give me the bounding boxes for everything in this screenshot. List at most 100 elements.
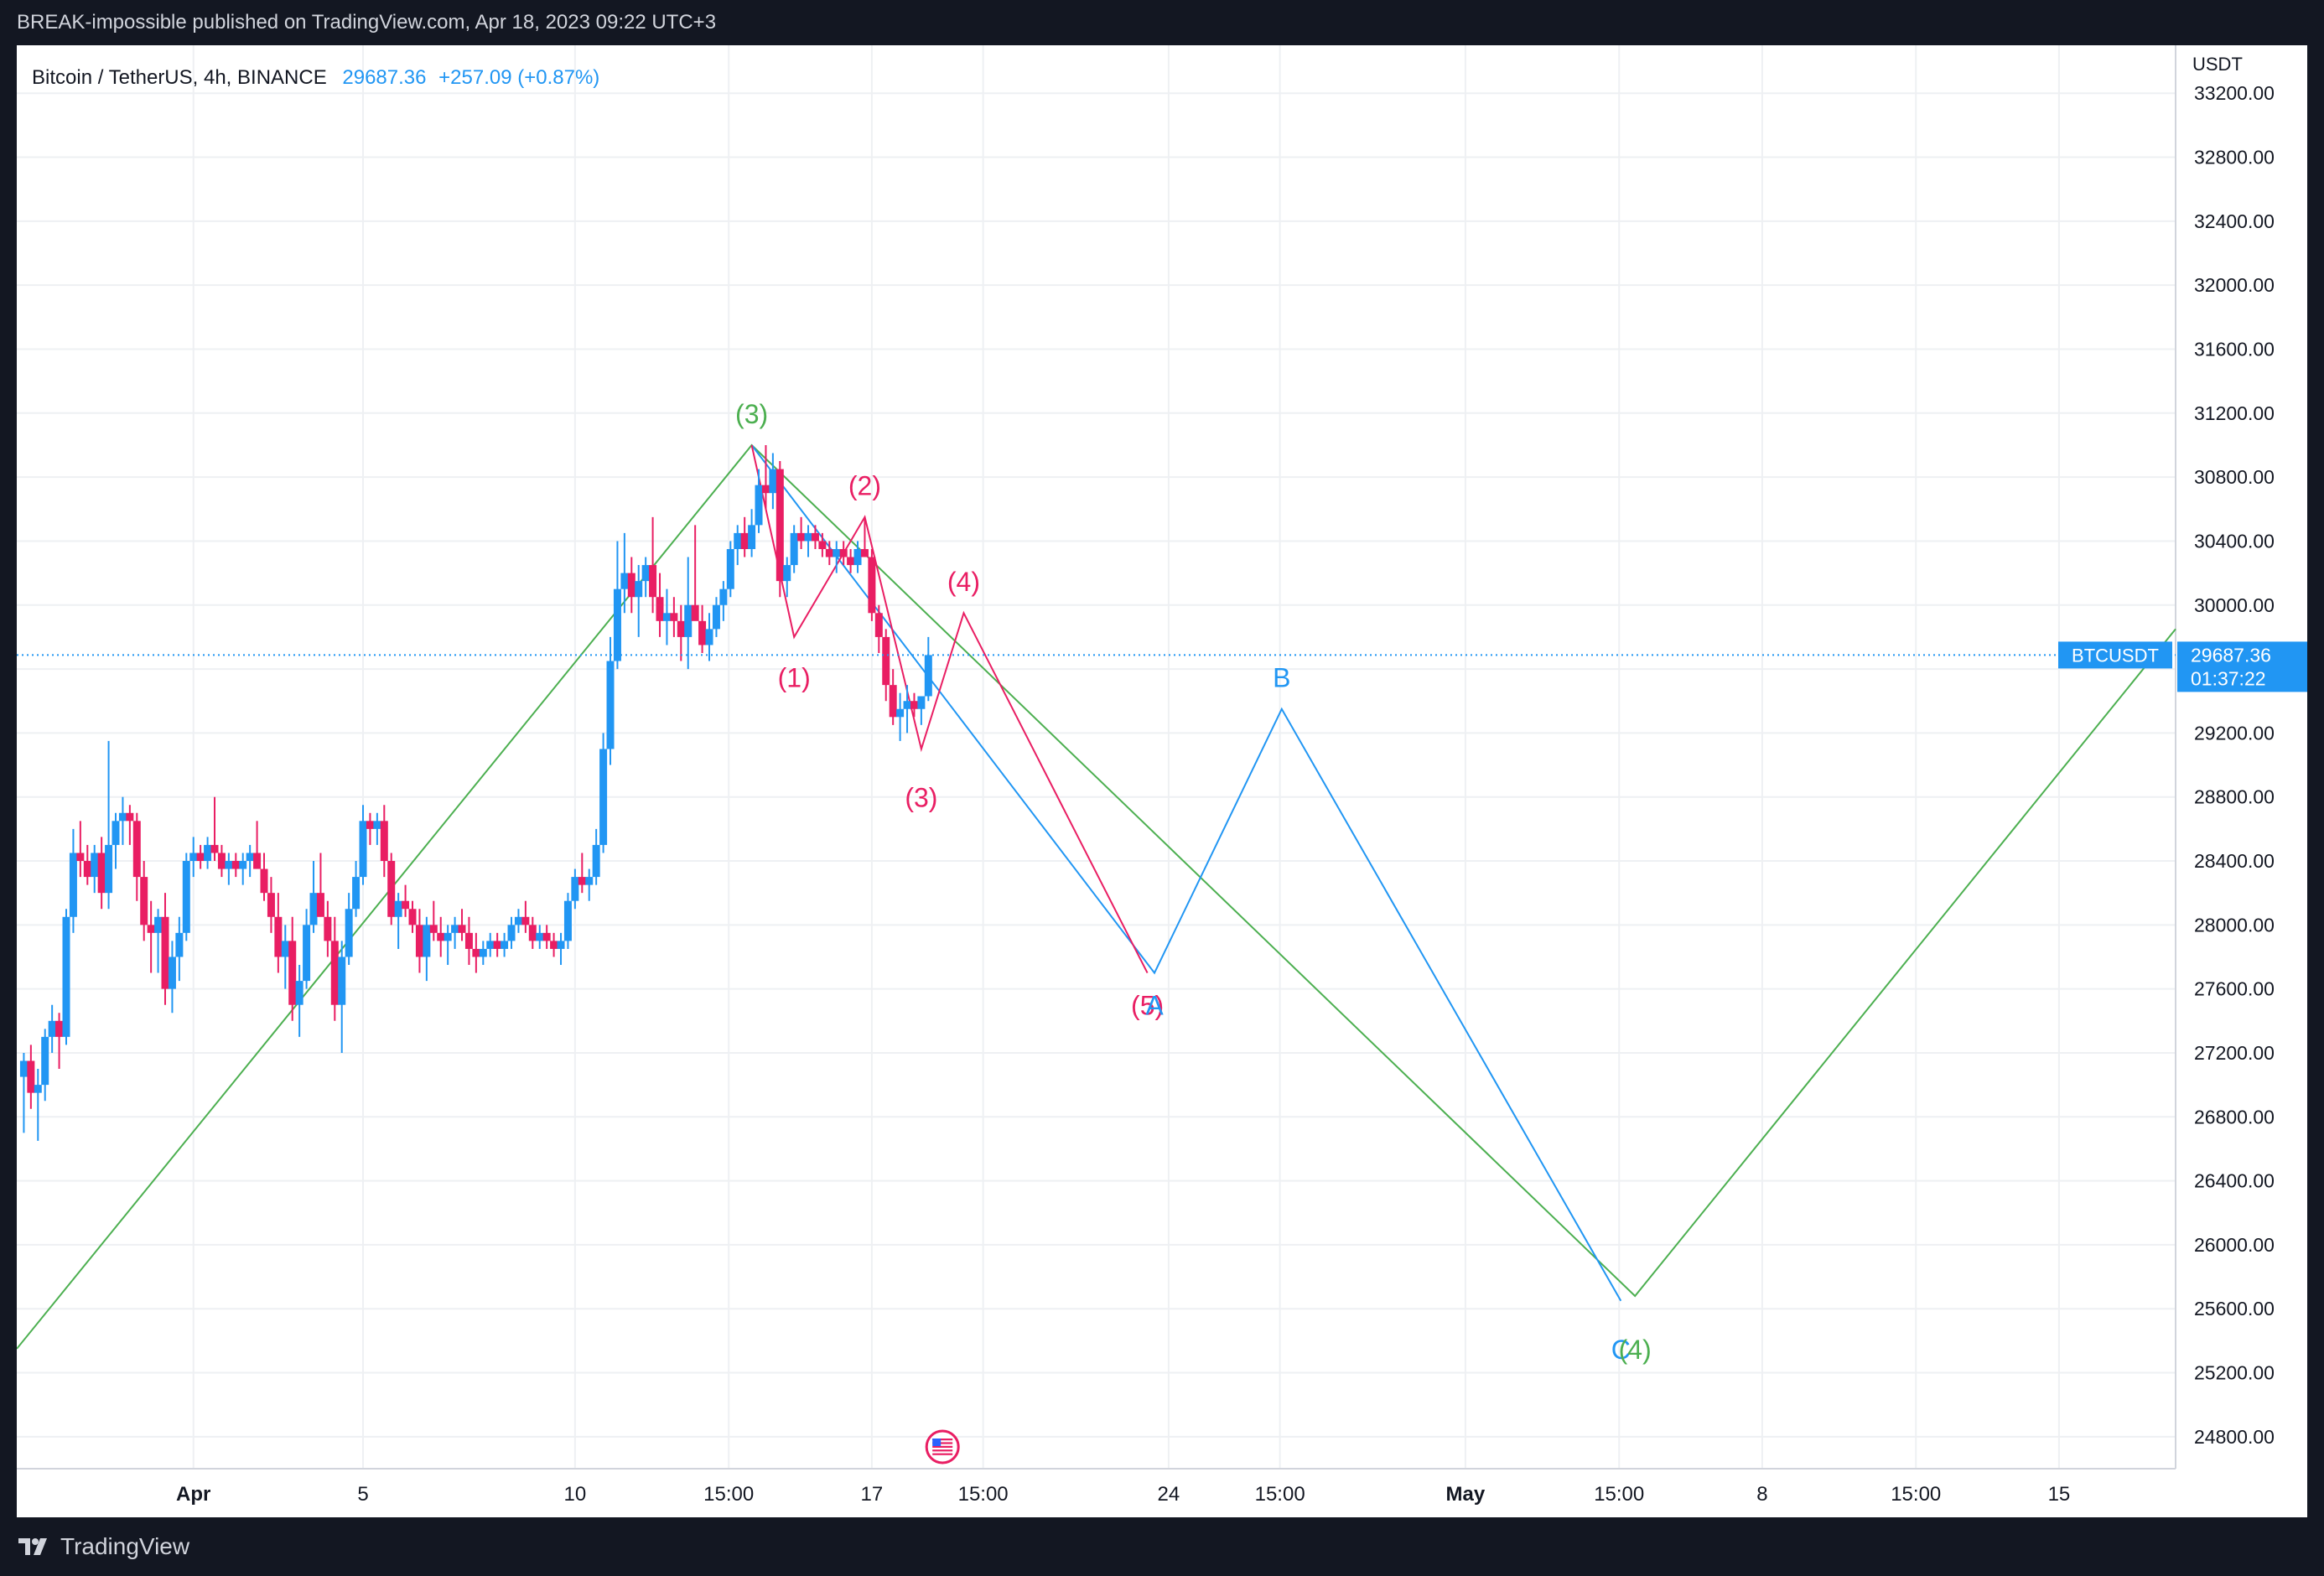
candle-body[interactable] <box>684 604 693 637</box>
candle-body[interactable] <box>903 701 911 709</box>
candle-body[interactable] <box>719 588 728 605</box>
candle-body[interactable] <box>472 948 480 957</box>
candle-body[interactable] <box>118 812 127 822</box>
candle-body[interactable] <box>423 925 431 957</box>
candle-body[interactable] <box>394 900 402 917</box>
candle-body[interactable] <box>924 655 932 697</box>
candle-body[interactable] <box>599 749 608 845</box>
candle-body[interactable] <box>833 548 841 557</box>
candle-body[interactable] <box>48 1020 56 1037</box>
candle-body[interactable] <box>91 853 99 878</box>
candle-body[interactable] <box>345 909 353 957</box>
candle-body[interactable] <box>761 485 770 494</box>
candle-body[interactable] <box>34 1085 42 1093</box>
candle-body[interactable] <box>705 629 713 645</box>
candle-body[interactable] <box>677 620 685 637</box>
candle-body[interactable] <box>755 485 763 526</box>
candle-body[interactable] <box>507 925 516 941</box>
candle-body[interactable] <box>656 597 664 621</box>
candle-body[interactable] <box>769 469 777 494</box>
candle-body[interactable] <box>620 573 629 589</box>
candle-body[interactable] <box>493 941 501 949</box>
candle-body[interactable] <box>239 861 247 869</box>
candle-body[interactable] <box>641 565 650 582</box>
candle-body[interactable] <box>839 548 848 557</box>
candle-body[interactable] <box>536 932 544 941</box>
candle-body[interactable] <box>437 932 445 941</box>
candle-body[interactable] <box>578 877 586 885</box>
candle-body[interactable] <box>444 932 452 941</box>
candle-body[interactable] <box>366 821 374 829</box>
candle-body[interactable] <box>19 1060 28 1077</box>
wave-line-pink_wave[interactable] <box>750 444 1149 974</box>
candle-body[interactable] <box>373 821 381 829</box>
candle-body[interactable] <box>804 532 812 542</box>
candle-body[interactable] <box>246 853 254 862</box>
candle-body[interactable] <box>267 893 275 917</box>
candle-body[interactable] <box>217 853 226 869</box>
candle-body[interactable] <box>542 932 551 941</box>
candle-body[interactable] <box>352 877 361 910</box>
candle-body[interactable] <box>649 565 657 598</box>
candle-body[interactable] <box>874 613 883 637</box>
candle-body[interactable] <box>408 909 417 925</box>
candle-body[interactable] <box>204 844 212 862</box>
candle-body[interactable] <box>860 548 869 557</box>
candle-body[interactable] <box>316 893 324 917</box>
candle-body[interactable] <box>231 861 240 869</box>
candle-body[interactable] <box>571 877 579 901</box>
candle-body[interactable] <box>402 900 410 910</box>
chart-frame[interactable]: USDT 33200.00 32800.00 32400.00 32000.00 3160… <box>17 45 2307 1517</box>
candle-body[interactable] <box>338 956 346 1005</box>
candle-body[interactable] <box>225 861 233 869</box>
candle-body[interactable] <box>825 548 833 557</box>
candle-body[interactable] <box>27 1060 35 1093</box>
candle-body[interactable] <box>818 541 827 549</box>
candle-body[interactable] <box>910 701 918 709</box>
candle-body[interactable] <box>309 893 318 925</box>
candle-body[interactable] <box>613 588 621 661</box>
candle-body[interactable] <box>69 853 77 917</box>
candle-body[interactable] <box>41 1036 49 1086</box>
candle-body[interactable] <box>486 941 495 949</box>
candle-body[interactable] <box>429 925 438 933</box>
candle-body[interactable] <box>380 821 388 862</box>
candle-body[interactable] <box>501 941 509 949</box>
candle-body[interactable] <box>126 812 134 822</box>
candle-body[interactable] <box>295 981 303 1005</box>
candle-body[interactable] <box>479 948 487 957</box>
candle-body[interactable] <box>105 844 113 894</box>
candle-body[interactable] <box>168 956 176 989</box>
wave-line-blue_wave[interactable] <box>750 444 1622 1302</box>
candle-body[interactable] <box>670 613 678 621</box>
candle-body[interactable] <box>303 925 311 982</box>
candle-body[interactable] <box>635 581 643 598</box>
candle-body[interactable] <box>55 1020 64 1037</box>
candle-body[interactable] <box>606 661 615 749</box>
candle-body[interactable] <box>521 916 530 925</box>
chart-canvas[interactable]: USDT 33200.00 32800.00 32400.00 32000.00 3160… <box>17 45 2307 1517</box>
candle-body[interactable] <box>147 925 155 933</box>
candle-body[interactable] <box>726 548 734 589</box>
candle-body[interactable] <box>585 877 594 885</box>
candle-body[interactable] <box>740 532 749 549</box>
candle-body[interactable] <box>464 932 473 949</box>
candle-body[interactable] <box>140 877 148 925</box>
candle-body[interactable] <box>917 696 926 709</box>
candle-body[interactable] <box>889 685 897 718</box>
candle-body[interactable] <box>627 573 635 598</box>
candle-body[interactable] <box>182 861 190 933</box>
candle-body[interactable] <box>592 844 600 878</box>
candle-body[interactable] <box>811 532 819 542</box>
candle-body[interactable] <box>281 941 289 957</box>
candle-body[interactable] <box>853 548 862 566</box>
candle-body[interactable] <box>161 916 169 989</box>
candle-body[interactable] <box>451 925 459 933</box>
candle-body[interactable] <box>62 916 70 1037</box>
candle-body[interactable] <box>76 853 85 862</box>
candle-body[interactable] <box>175 932 184 957</box>
candle-body[interactable] <box>359 821 367 878</box>
candle-body[interactable] <box>288 941 297 1005</box>
candle-body[interactable] <box>698 620 707 645</box>
candle-body[interactable] <box>97 853 106 894</box>
